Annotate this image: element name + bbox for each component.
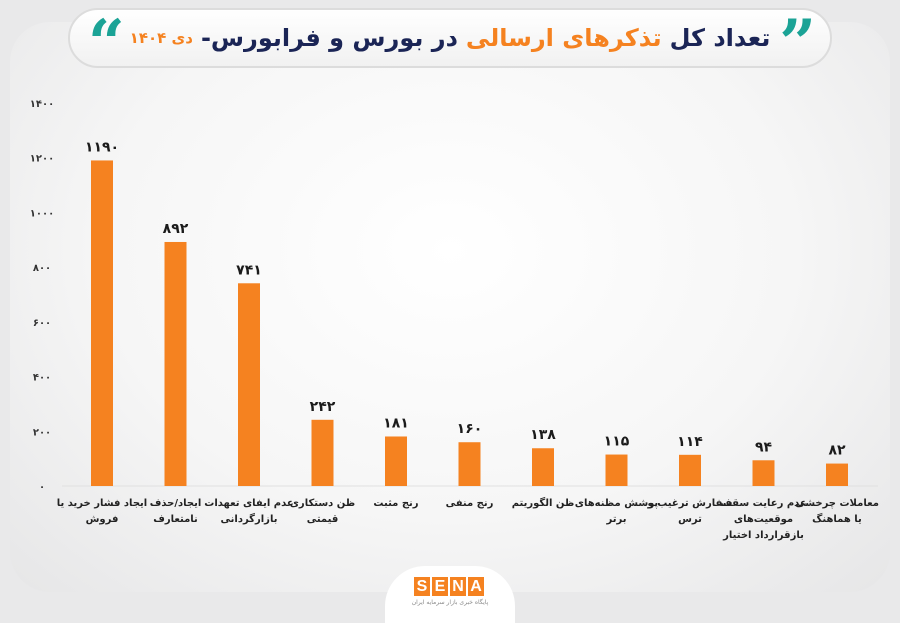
y-tick-label: ۱۰۰۰ bbox=[30, 208, 54, 219]
x-tick-label: ترس bbox=[678, 514, 702, 525]
bar bbox=[458, 442, 481, 486]
x-tick-label: نامتعارف bbox=[153, 514, 198, 525]
bar bbox=[605, 454, 628, 486]
title-part2: در بورس و فرابورس- bbox=[200, 24, 458, 52]
bar bbox=[91, 160, 113, 486]
y-tick-label: ۱۲۰۰ bbox=[30, 154, 54, 165]
data-label: ۸۲ bbox=[828, 443, 846, 459]
quote-open-icon: ” bbox=[779, 6, 816, 81]
x-tick-label: برتر bbox=[606, 514, 627, 525]
x-tick-label: ایجاد/حذف bbox=[150, 498, 202, 509]
y-tick-label: ۲۰۰ bbox=[33, 427, 51, 438]
data-label: ۸۹۲ bbox=[163, 221, 189, 237]
x-tick-label: ایجاد فشار خرید یا bbox=[57, 498, 147, 509]
x-tick-label: بازقرارداد اختیار bbox=[722, 530, 804, 541]
data-label: ۱۸۱ bbox=[383, 415, 409, 431]
title-part1: تعداد کل bbox=[669, 24, 771, 52]
data-label: ۲۴۲ bbox=[310, 399, 336, 415]
x-tick-label: یا هماهنگ bbox=[812, 513, 862, 525]
data-label: ۱۱۵ bbox=[604, 434, 630, 450]
x-tick-label: سفارش ترغیب و bbox=[647, 498, 733, 509]
bar bbox=[679, 454, 701, 486]
title-date: دی ۱۴۰۴ bbox=[129, 29, 193, 47]
x-tick-label: قیمتی bbox=[307, 514, 339, 525]
y-tick-label: ۸۰۰ bbox=[33, 263, 51, 274]
data-label: ۹۴ bbox=[755, 439, 773, 455]
x-tick-label: رنج منفی bbox=[446, 498, 494, 509]
x-tick-label: ظن دستکاری bbox=[290, 498, 355, 509]
title-banner: ” تعداد کل تذکرهای ارسالی در بورس و فراب… bbox=[68, 8, 832, 76]
x-tick-label: عدم ایفای تعهدات bbox=[204, 498, 293, 509]
title-accent: تذکرهای ارسالی bbox=[465, 24, 662, 52]
y-tick-label: ۰ bbox=[39, 482, 45, 493]
x-tick-label: ظن الگوریتم bbox=[512, 496, 575, 509]
x-tick-label: فروش bbox=[86, 514, 119, 525]
logo-subtitle: پایگاه خبری بازار سرمایه ایران bbox=[411, 599, 489, 606]
bar bbox=[311, 419, 334, 486]
x-tick-label: بازارگردانی bbox=[221, 512, 278, 525]
bar bbox=[385, 436, 407, 486]
chart-card bbox=[10, 22, 890, 592]
y-tick-label: ۴۰۰ bbox=[33, 373, 51, 384]
x-tick-label: رنج مثبت bbox=[373, 498, 418, 509]
data-label: ۷۴۱ bbox=[236, 262, 262, 278]
x-tick-label: عدم رعایت سقف bbox=[720, 498, 807, 509]
x-tick-label: پوشش مظنه‌های bbox=[575, 498, 659, 509]
data-label: ۱۱۴ bbox=[677, 434, 703, 450]
quote-close-icon: “ bbox=[88, 6, 125, 81]
x-tick-label: موقعیت‌های bbox=[734, 514, 793, 525]
data-label: ۱۳۸ bbox=[530, 427, 556, 443]
y-tick-label: ۶۰۰ bbox=[33, 318, 51, 329]
bar bbox=[532, 448, 554, 486]
bar bbox=[826, 463, 848, 486]
data-label: ۱۶۰ bbox=[457, 421, 483, 437]
x-tick-label: معاملات چرخشی bbox=[795, 498, 879, 509]
y-tick-label: ۱۴۰۰ bbox=[30, 99, 54, 110]
bar bbox=[752, 460, 775, 486]
bar bbox=[164, 241, 187, 486]
bar bbox=[238, 283, 260, 486]
data-label: ۱۱۹۰ bbox=[85, 139, 119, 155]
